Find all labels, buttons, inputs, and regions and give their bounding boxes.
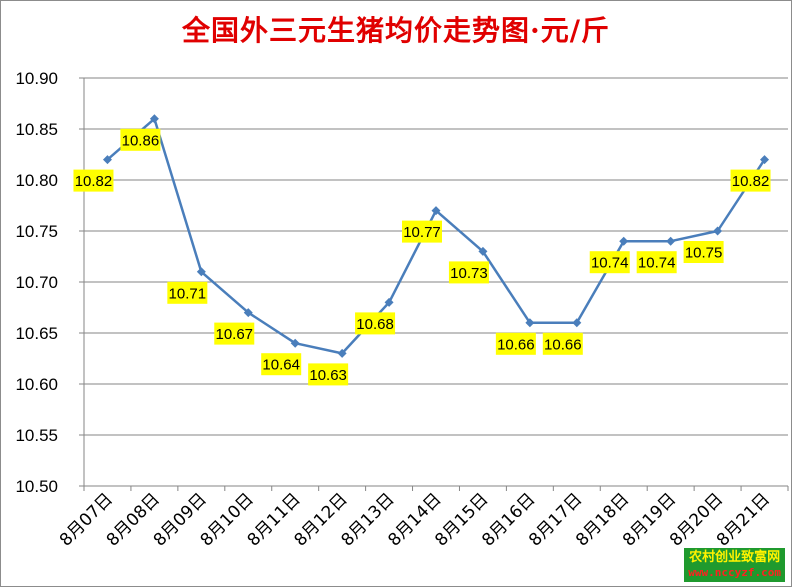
data-label: 10.86 xyxy=(122,132,160,149)
data-label-bg xyxy=(355,312,396,335)
data-label-bg xyxy=(73,169,114,192)
data-label-bg xyxy=(448,261,489,284)
y-tick-label: 10.50 xyxy=(15,477,58,496)
y-tick-label: 10.55 xyxy=(15,426,58,445)
data-point xyxy=(760,155,770,165)
watermark-name: 农村创业致富网 xyxy=(689,550,781,565)
data-point xyxy=(102,155,112,165)
data-label-bg xyxy=(261,353,302,376)
data-label: 10.63 xyxy=(309,367,347,384)
y-tick-label: 10.65 xyxy=(15,324,58,343)
data-point xyxy=(478,246,488,256)
data-point xyxy=(572,318,582,328)
data-point xyxy=(384,297,394,307)
data-label: 10.71 xyxy=(169,285,207,302)
data-point xyxy=(337,348,347,358)
data-label-bg xyxy=(214,322,255,345)
data-label-bg xyxy=(308,363,349,386)
data-label: 10.68 xyxy=(356,316,394,333)
data-label: 10.66 xyxy=(544,336,582,353)
data-label-bg xyxy=(636,251,677,274)
chart-title: 全国外三元生猪均价走势图·元/斤 xyxy=(182,14,610,47)
watermark-url: www.nccyzf.com xyxy=(688,566,781,579)
data-label-bg xyxy=(167,281,208,304)
data-label: 10.75 xyxy=(685,245,723,262)
data-label: 10.67 xyxy=(215,326,253,343)
data-point xyxy=(713,226,723,236)
y-tick-label: 10.80 xyxy=(15,171,58,190)
data-label: 10.74 xyxy=(591,255,629,272)
data-label-bg xyxy=(542,332,583,355)
data-point xyxy=(431,206,441,216)
data-label-bg xyxy=(589,251,630,274)
data-label: 10.82 xyxy=(732,173,770,190)
data-label: 10.73 xyxy=(450,265,488,282)
y-tick-label: 10.75 xyxy=(15,222,58,241)
data-label: 10.74 xyxy=(638,255,676,272)
data-label: 10.66 xyxy=(497,336,535,353)
data-point xyxy=(666,236,676,246)
data-label-bg xyxy=(683,241,724,263)
data-label: 10.64 xyxy=(262,357,300,374)
y-tick-label: 10.70 xyxy=(15,273,58,292)
y-tick-label: 10.85 xyxy=(15,120,58,139)
data-label-bg xyxy=(730,169,771,192)
data-label-bg xyxy=(495,332,536,355)
data-label: 10.77 xyxy=(403,224,441,241)
data-point xyxy=(196,267,206,277)
data-point xyxy=(525,318,535,328)
data-point xyxy=(243,308,253,318)
data-label: 10.82 xyxy=(75,173,113,190)
data-point xyxy=(619,236,629,246)
y-tick-label: 10.60 xyxy=(15,375,58,394)
site-watermark: 农村创业致富网 www.nccyzf.com xyxy=(684,548,785,582)
data-point xyxy=(290,338,300,348)
data-label-bg xyxy=(402,220,442,243)
y-tick-label: 10.90 xyxy=(15,69,58,88)
data-point xyxy=(149,114,159,124)
data-label-bg xyxy=(120,128,161,151)
